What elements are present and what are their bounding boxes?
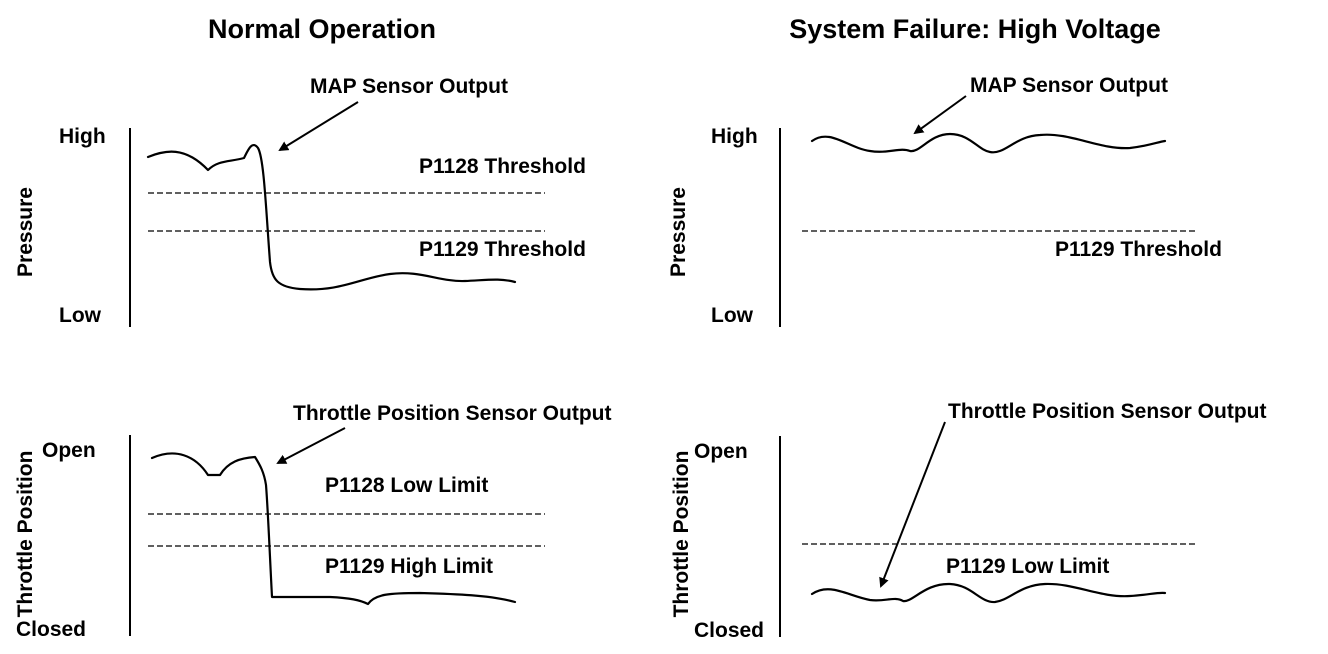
- p1129-threshold-label: P1129 Threshold: [419, 238, 586, 261]
- axis-title-throttle: Throttle Position: [14, 451, 37, 618]
- map-sensor-trace: [146, 143, 517, 291]
- tps-output-label: Throttle Position Sensor Output: [948, 400, 1267, 423]
- axis-title-pressure: Pressure: [667, 187, 690, 277]
- p1128-threshold-label: P1128 Threshold: [419, 155, 586, 178]
- axis-title-throttle: Throttle Position: [670, 451, 693, 618]
- axis-label-closed: Closed: [16, 618, 86, 641]
- panel-failure-pressure: Pressure High Low P1129 Threshold MAP Se…: [667, 74, 1222, 327]
- p1129-threshold-label: P1129 Threshold: [1055, 238, 1222, 261]
- tps-trace: [810, 582, 1167, 604]
- axis-label-high: High: [711, 125, 758, 148]
- tps-trace: [150, 452, 517, 606]
- axis-title-pressure: Pressure: [14, 187, 37, 277]
- tps-output-arrow: [276, 427, 346, 464]
- panel-normal-throttle: Throttle Position Open Closed P1128 Low …: [14, 402, 612, 641]
- tps-output-arrow: [879, 421, 946, 588]
- map-output-arrow: [913, 95, 967, 135]
- panel-failure-throttle: Throttle Position Open Closed P1129 Low …: [670, 400, 1267, 642]
- map-output-label: MAP Sensor Output: [310, 75, 508, 98]
- p1129-low-limit-label: P1129 Low Limit: [946, 555, 1109, 578]
- map-output-arrow: [278, 101, 359, 152]
- axis-label-high: High: [59, 125, 106, 148]
- map-sensor-trace: [810, 132, 1167, 154]
- axis-label-open: Open: [694, 440, 748, 463]
- p1128-low-limit-label: P1128 Low Limit: [325, 474, 488, 497]
- p1129-high-limit-label: P1129 High Limit: [325, 555, 493, 578]
- axis-label-low: Low: [59, 304, 102, 327]
- tps-output-label: Throttle Position Sensor Output: [293, 402, 612, 425]
- title-system-failure: System Failure: High Voltage: [789, 14, 1161, 44]
- axis-label-closed: Closed: [694, 619, 764, 642]
- map-output-label: MAP Sensor Output: [970, 74, 1168, 97]
- axis-label-open: Open: [42, 439, 96, 462]
- title-normal-operation: Normal Operation: [208, 14, 436, 44]
- axis-label-low: Low: [711, 304, 754, 327]
- panel-normal-pressure: Pressure High Low P1128 Threshold P1129 …: [14, 75, 586, 327]
